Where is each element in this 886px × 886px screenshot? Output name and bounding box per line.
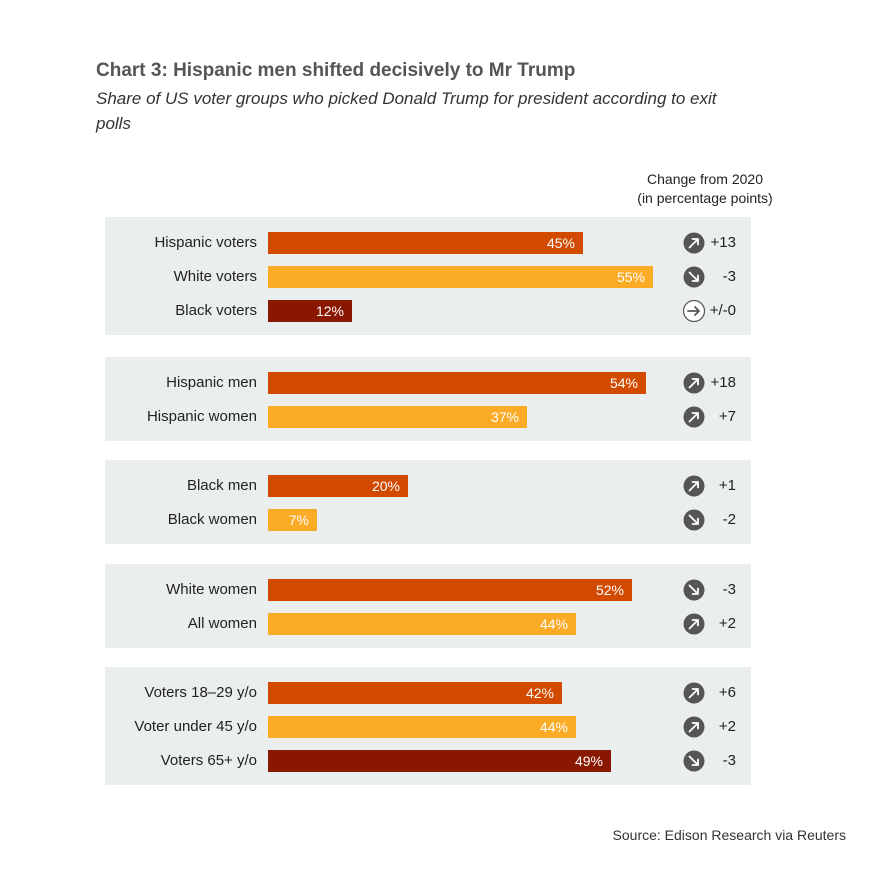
bar-value-label: 7% [288,512,309,528]
bar [268,266,653,288]
chart-title: Chart 3: Hispanic men shifted decisively… [96,60,576,81]
bar [268,716,576,738]
change-value: +18 [710,374,736,391]
row-label: Black women [167,511,257,528]
bar-value-label: 55% [616,269,645,285]
bar [268,372,646,394]
arrow-down-right-icon [683,266,705,288]
change-header: Change from 2020 (in percentage points) [600,170,810,208]
bar-value-label: 42% [525,685,554,701]
row-label: Voter under 45 y/o [134,718,257,735]
change-value: -3 [722,268,736,285]
row-label: White women [166,581,257,598]
bar [268,406,527,428]
change-value: +6 [718,684,736,701]
chart-subtitle: Share of US voter groups who picked Dona… [96,89,717,133]
change-value: +2 [718,615,736,632]
arrow-up-right-icon [683,682,705,704]
group-panel [105,357,751,441]
bar-value-label: 37% [490,409,519,425]
change-value: -2 [722,511,736,528]
arrow-down-right-icon [683,509,705,531]
change-value: +7 [718,408,736,425]
bar-value-label: 54% [609,375,638,391]
group-panel [105,564,751,648]
arrow-down-right-icon [683,750,705,772]
row-label: Voters 65+ y/o [160,752,257,769]
row-label: Hispanic voters [154,234,257,251]
row-label: Voters 18–29 y/o [144,684,257,701]
row-label: All women [187,615,257,632]
arrow-up-right-icon [683,716,705,738]
bar [268,232,583,254]
bar-value-label: 45% [546,235,575,251]
row-label: Hispanic men [166,374,257,391]
bar-value-label: 20% [371,478,400,494]
change-header-line2: (in percentage points) [637,190,773,206]
group-panel [105,460,751,544]
arrow-up-right-icon [683,475,705,497]
bar [268,579,632,601]
bar-value-label: 49% [574,753,603,769]
change-value: +/-0 [709,302,736,319]
bar-value-label: 44% [539,719,568,735]
change-header-line1: Change from 2020 [647,171,763,187]
bar-value-label: 44% [539,616,568,632]
row-label: Black voters [175,302,257,319]
change-value: -3 [722,581,736,598]
change-value: -3 [722,752,736,769]
bar-value-label: 12% [315,303,344,319]
source-note: Source: Edison Research via Reuters [612,827,846,843]
arrow-up-right-icon [683,613,705,635]
bar-value-label: 52% [595,582,624,598]
change-value: +2 [718,718,736,735]
bar [268,300,352,322]
bar [268,750,611,772]
bar [268,682,562,704]
arrow-right-icon [682,299,706,323]
bar [268,475,408,497]
arrow-up-right-icon [683,406,705,428]
change-value: +13 [710,234,736,251]
arrow-up-right-icon [683,372,705,394]
change-value: +1 [718,477,736,494]
row-label: Hispanic women [146,408,257,425]
row-label: White voters [173,268,257,285]
row-label: Black men [186,477,257,494]
arrow-down-right-icon [683,579,705,601]
bar [268,613,576,635]
bar [268,509,317,531]
arrow-up-right-icon [683,232,705,254]
